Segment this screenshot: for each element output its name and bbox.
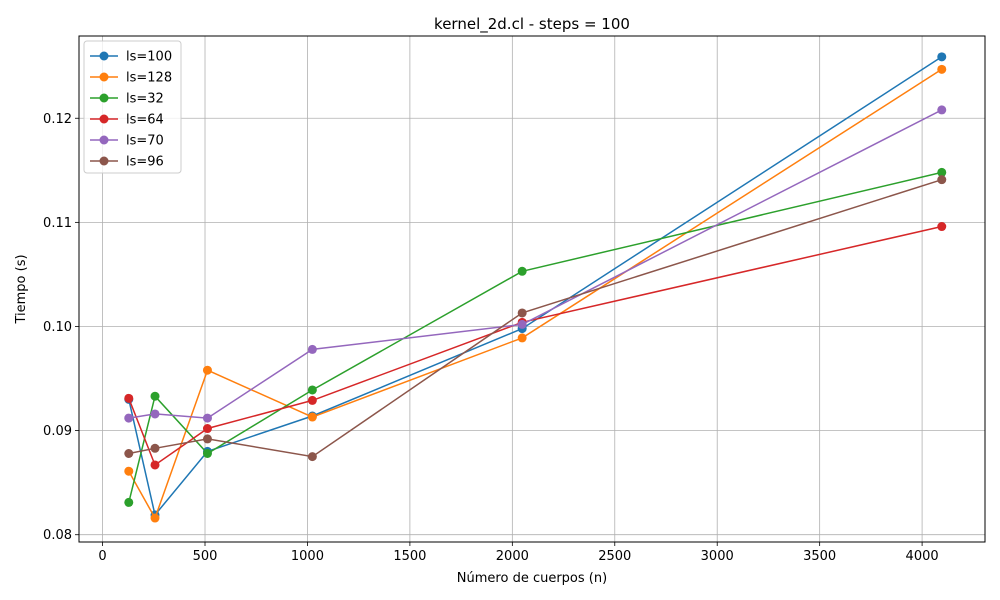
data-point: [150, 513, 160, 523]
data-point: [307, 395, 317, 405]
x-tick-label: 4000: [906, 549, 939, 564]
data-point: [937, 64, 947, 74]
data-point: [150, 460, 160, 470]
data-point: [937, 105, 947, 115]
legend: ls=100 ls=128 ls=32 ls=64 ls=70 ls=96: [83, 40, 182, 174]
legend-marker: [99, 72, 109, 82]
legend-label: ls=70: [126, 134, 164, 149]
data-point: [937, 52, 947, 62]
data-point: [202, 413, 212, 423]
legend-label: ls=32: [126, 92, 164, 107]
legend-item: ls=64: [90, 113, 164, 128]
legend-label: ls=128: [126, 71, 172, 86]
series-ls-128: [124, 64, 947, 523]
x-tick-label: 3000: [701, 549, 734, 564]
data-point: [150, 443, 160, 453]
series-layer: [124, 52, 947, 523]
data-point: [517, 319, 527, 329]
plot-frame: [78, 35, 986, 543]
legend-marker: [99, 114, 109, 124]
legend-marker: [99, 135, 109, 145]
data-point: [124, 466, 134, 476]
x-tick-label: 0: [98, 549, 106, 564]
legend-item: ls=32: [90, 92, 164, 107]
y-tick-label: 0.10: [43, 320, 72, 335]
data-point: [124, 449, 134, 459]
y-tick-label: 0.08: [43, 528, 72, 543]
series-line: [128, 56, 943, 517]
x-axis-label: Número de cuerpos (n): [457, 571, 607, 586]
data-point: [150, 409, 160, 419]
data-point: [517, 266, 527, 276]
data-point: [307, 452, 317, 462]
y-tick-label: 0.11: [43, 216, 72, 231]
series-ls-96: [124, 175, 947, 462]
data-point: [202, 449, 212, 459]
y-tick-label: 0.09: [43, 424, 72, 439]
data-point: [307, 344, 317, 354]
data-point: [124, 393, 134, 403]
data-point: [124, 497, 134, 507]
x-tick-label: 3500: [803, 549, 836, 564]
x-tick-label: 2500: [598, 549, 631, 564]
data-point: [937, 175, 947, 185]
legend-marker: [99, 156, 109, 166]
data-point: [202, 434, 212, 444]
series-ls-32: [124, 167, 947, 507]
series-ls-100: [124, 52, 947, 520]
legend-item: ls=70: [90, 134, 164, 149]
data-point: [307, 412, 317, 422]
legend-label: ls=100: [126, 50, 172, 65]
data-point: [202, 365, 212, 375]
legend-item: ls=128: [90, 71, 172, 86]
data-point: [307, 385, 317, 395]
data-point: [150, 391, 160, 401]
data-point: [517, 333, 527, 343]
data-point: [124, 413, 134, 423]
x-tick-label: 1000: [291, 549, 324, 564]
legend-label: ls=64: [126, 113, 164, 128]
legend-marker: [99, 93, 109, 103]
x-tick-label: 2000: [496, 549, 529, 564]
legend-label: ls=96: [126, 155, 164, 170]
x-tick-label: 500: [193, 549, 218, 564]
data-point: [202, 424, 212, 434]
legend-marker: [99, 51, 109, 61]
series-ls-70: [124, 105, 947, 423]
x-tick-label: 1500: [393, 549, 426, 564]
series-line: [128, 225, 942, 467]
legend-item: ls=96: [90, 155, 164, 170]
data-point: [937, 167, 947, 177]
data-point: [517, 308, 527, 318]
chart-title: kernel_2d.cl - steps = 100: [434, 15, 630, 34]
grid: [79, 36, 985, 542]
y-tick-label: 0.12: [43, 112, 72, 127]
axes: 0 500 1000 1500 2000 2500 3000 3500 4000 0.08 0.09…: [43, 112, 939, 564]
series-ls-64: [124, 222, 947, 470]
data-point: [937, 222, 947, 232]
y-axis-label: Tiempo (s): [14, 254, 29, 324]
legend-item: ls=100: [90, 50, 172, 65]
series-line: [128, 68, 943, 520]
